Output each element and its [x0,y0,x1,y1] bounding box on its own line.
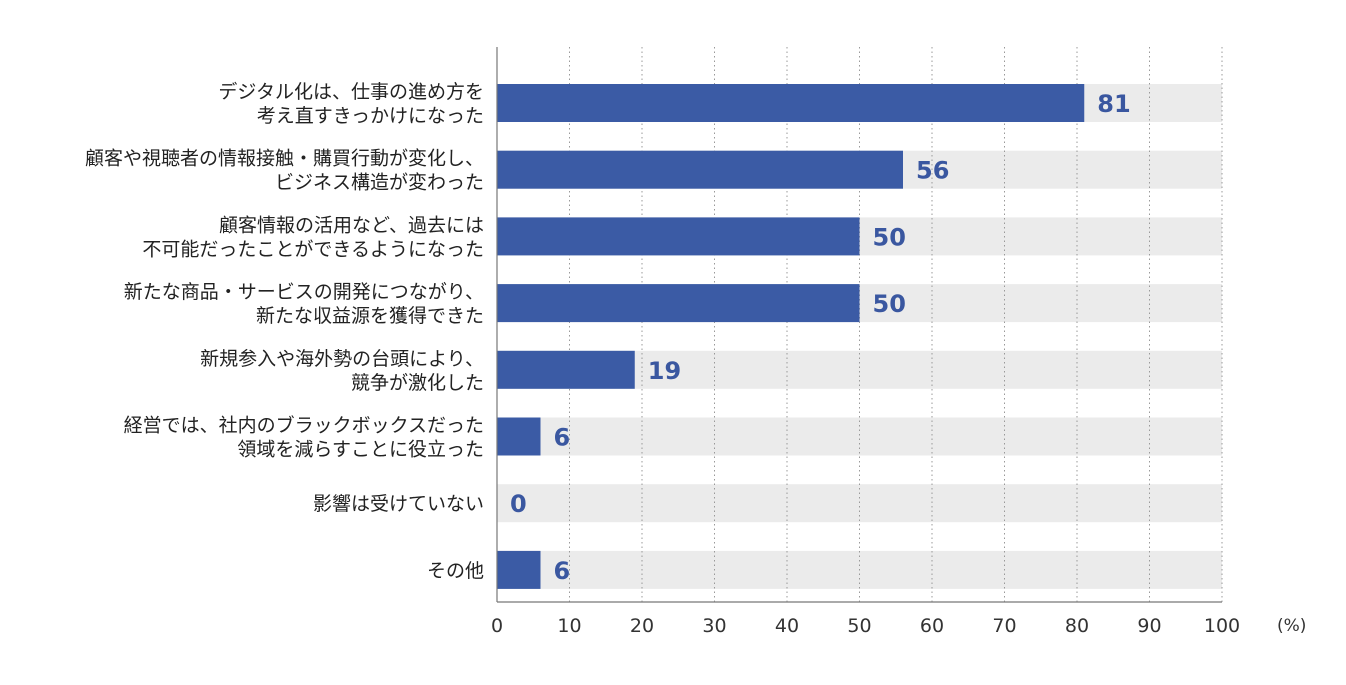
value-label: 50 [873,223,906,251]
x-tick-label: 80 [1065,615,1089,637]
category-label-line: 領域を減らすことに役立った [237,439,484,461]
x-tick-label: 10 [557,615,581,637]
bar-track [497,417,1222,456]
x-tick-label: 20 [630,615,654,637]
x-tick-label: 90 [1137,615,1161,637]
x-tick-label: 40 [775,615,799,637]
category-label-line: ビジネス構造が変わった [275,172,484,194]
category-label-line: 新たな収益源を獲得できた [256,305,484,327]
bars [497,84,1085,589]
category-label-line: 考え直すきっかけになった [257,105,484,127]
category-label: 新規参入や海外勢の台頭により、競争が激化した [200,348,484,394]
value-label: 6 [554,424,571,452]
value-label: 0 [510,490,527,518]
category-label-line: 顧客情報の活用など、過去には [219,214,484,236]
value-labels: 81 56 50 50 19 6 0 6 [510,90,1131,585]
category-label-line: 経営では、社内のブラックボックスだった [124,414,484,437]
unit-label: (%) [1277,616,1306,636]
category-label-line: 新たな商品・サービスの開発につながり、 [124,281,484,303]
category-label: 影響は受けていない [313,493,484,515]
value-label: 50 [873,290,906,318]
category-label-line: 競争が激化した [351,372,484,394]
category-label: 顧客情報の活用など、過去には不可能だったことができるようになった [142,214,484,260]
category-labels: デジタル化は、仕事の進め方を考え直すきっかけになった顧客や視聴者の情報接触・購買… [85,81,484,582]
bar [497,350,635,389]
x-tick-label: 70 [992,615,1016,637]
bar [497,417,541,456]
category-label-line: 新規参入や海外勢の台頭により、 [200,348,484,370]
category-label: 顧客や視聴者の情報接触・購買行動が変化し、ビジネス構造が変わった [85,148,484,194]
bar [497,217,860,256]
x-tick-label: 60 [920,615,944,637]
category-label-line: 不可能だったことができるようになった [142,238,484,260]
x-tick-label: 0 [491,615,503,637]
bar [497,284,860,323]
category-label: 経営では、社内のブラックボックスだった領域を減らすことに役立った [124,414,484,461]
x-tick-label: 100 [1204,615,1240,637]
axes [496,47,1222,603]
tick-labels: 0 10 20 30 40 50 60 70 80 90 100 [491,615,1240,637]
category-label-line: 顧客や視聴者の情報接触・購買行動が変化し、 [85,148,484,170]
value-label: 19 [648,357,681,385]
x-tick-label: 30 [702,615,726,637]
value-label: 56 [916,157,949,185]
category-label-line: デジタル化は、仕事の進め方を [218,81,484,103]
value-label: 6 [554,557,571,585]
category-label-line: 影響は受けていない [313,493,484,515]
category-label: その他 [427,560,484,582]
category-label: 新たな商品・サービスの開発につながり、新たな収益源を獲得できた [124,281,484,327]
value-label: 81 [1097,90,1130,118]
x-tick-label: 50 [847,615,871,637]
bar [497,150,903,189]
category-label: デジタル化は、仕事の進め方を考え直すきっかけになった [218,81,484,127]
bar [497,84,1085,122]
category-label-line: その他 [427,560,484,582]
bar [497,550,541,589]
